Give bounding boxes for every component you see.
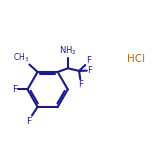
Text: F: F bbox=[12, 85, 17, 94]
Text: F: F bbox=[78, 80, 83, 89]
Text: F: F bbox=[86, 56, 91, 65]
Text: HCl: HCl bbox=[128, 54, 146, 64]
Text: F: F bbox=[26, 117, 31, 126]
Text: CH$_3$: CH$_3$ bbox=[13, 51, 29, 64]
Text: F: F bbox=[87, 66, 92, 75]
Text: NH$_2$: NH$_2$ bbox=[59, 45, 77, 57]
